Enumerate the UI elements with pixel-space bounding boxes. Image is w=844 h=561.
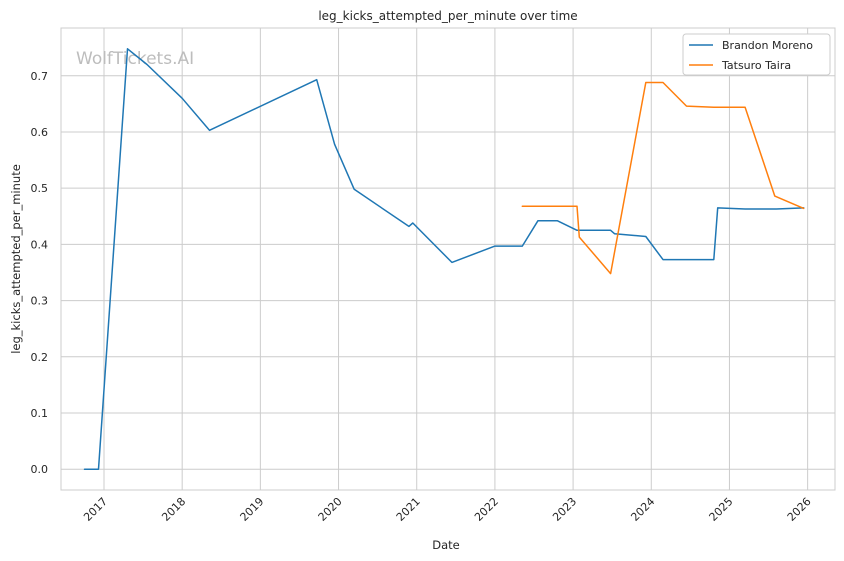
legend: Brandon Moreno Tatsuro Taira xyxy=(682,33,831,76)
chart-title: leg_kicks_attempted_per_minute over time xyxy=(318,9,577,23)
watermark: WolfTickets.AI xyxy=(76,49,194,69)
x-axis-label: Date xyxy=(432,538,460,552)
legend-box xyxy=(682,33,831,76)
y-tick-label: 0.3 xyxy=(31,295,49,308)
legend-entry-label: Tatsuro Taira xyxy=(721,59,791,72)
legend-entry-label: Brandon Moreno xyxy=(722,39,813,52)
y-tick-label: 0.5 xyxy=(31,182,49,195)
y-tick-label: 0.6 xyxy=(31,126,49,139)
series-layer xyxy=(83,48,805,470)
y-tick-label: 0.1 xyxy=(31,407,49,420)
plot-frame xyxy=(60,27,836,491)
y-gridlines xyxy=(61,75,835,470)
series-line-brandon-moreno xyxy=(83,48,805,470)
y-tick-label: 0.7 xyxy=(31,70,49,83)
y-tick-labels: 0.0 0.1 0.2 0.3 0.4 0.5 0.6 0.7 xyxy=(31,70,49,476)
y-tick-label: 0.2 xyxy=(31,351,49,364)
y-axis-label: leg_kicks_attempted_per_minute xyxy=(9,164,23,354)
series-line-tatsuro-taira xyxy=(521,81,805,275)
y-tick-label: 0.0 xyxy=(31,463,49,476)
y-tick-label: 0.4 xyxy=(31,238,49,251)
